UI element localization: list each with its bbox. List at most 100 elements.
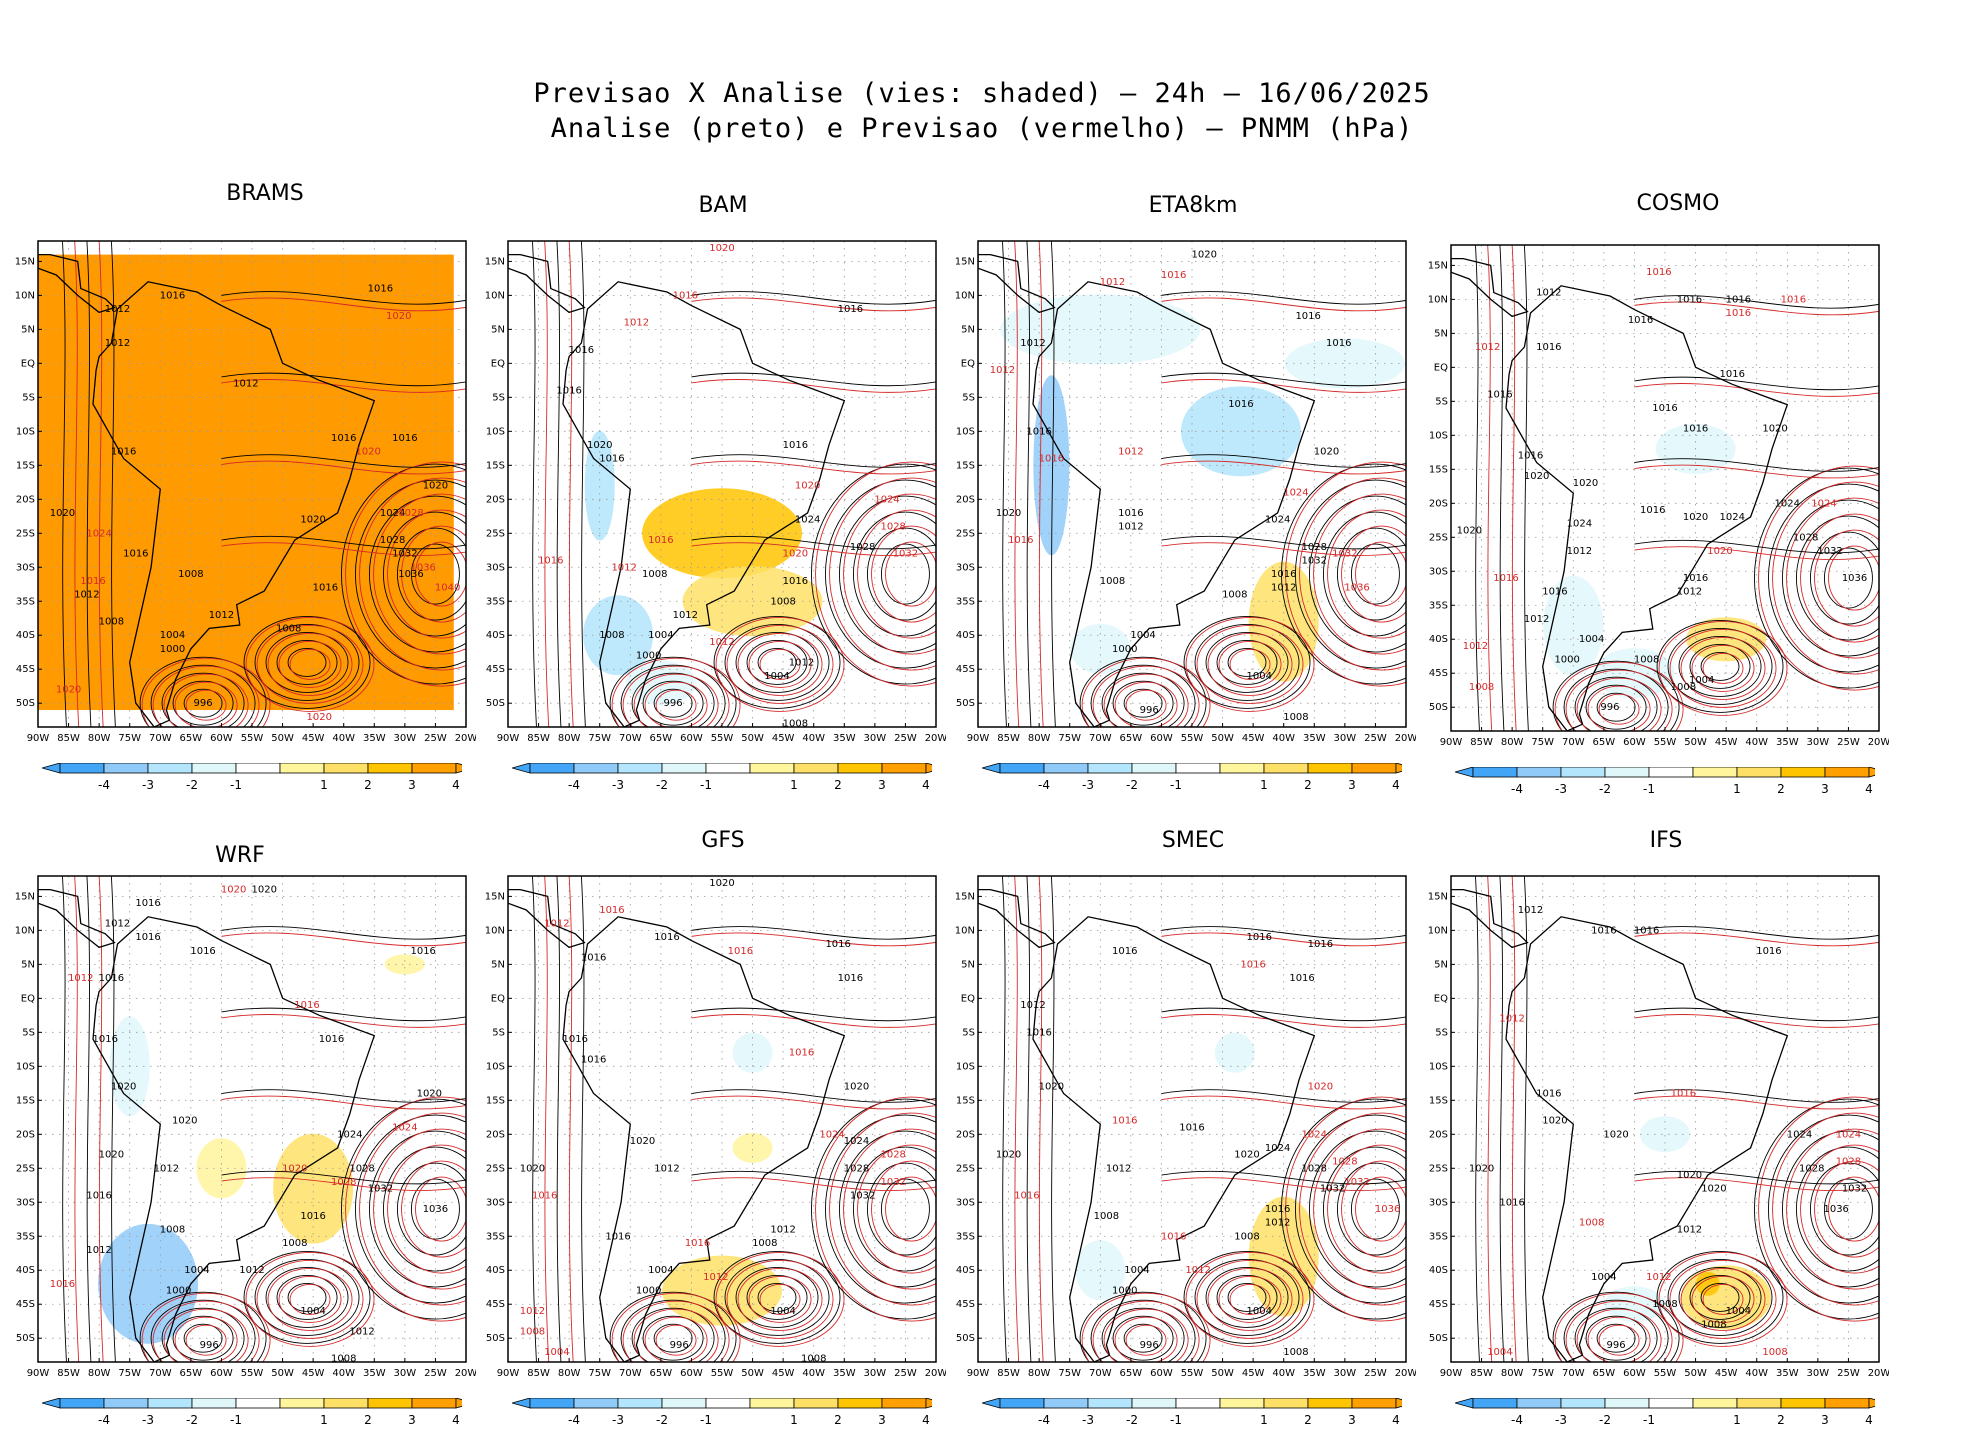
lat-tick-label: 30S xyxy=(486,1197,505,1208)
lat-tick-label: 45S xyxy=(956,1299,975,1310)
isobar-label: 1020 xyxy=(709,878,734,889)
isobar-label: 996 xyxy=(664,698,683,709)
lon-tick-label: 85W xyxy=(997,733,1020,744)
lon-tick-label: 50W xyxy=(1684,737,1707,748)
colorbar-label: -4 xyxy=(1511,1413,1523,1427)
bias-shade-region xyxy=(384,954,425,975)
isobar-label: 1016 xyxy=(300,1211,325,1222)
colorbar-swatch xyxy=(1131,763,1177,774)
lat-tick-label: 10N xyxy=(1428,925,1448,936)
colorbar-swatch xyxy=(705,763,751,774)
lat-tick-label: 50S xyxy=(1429,1333,1448,1344)
isobar-label: 1032 xyxy=(1320,1184,1345,1195)
isobar-label: 1020 xyxy=(630,1136,655,1147)
isobar-label: 1032 xyxy=(850,1190,875,1201)
isobar-label: 1008 xyxy=(1652,1299,1677,1310)
isobar-label: 1016 xyxy=(190,946,215,957)
isobar-label: 1016 xyxy=(1289,973,1314,984)
isobar-label: 1016 xyxy=(569,345,594,356)
isobar-label: 1020 xyxy=(795,481,820,492)
isobar-label: 1012 xyxy=(1463,641,1488,652)
lat-tick-label: 20S xyxy=(486,494,505,505)
lon-tick-label: 65W xyxy=(1120,1368,1143,1379)
isobar-label: 1008 xyxy=(599,630,624,641)
isobar-label: 1036 xyxy=(1375,1204,1400,1215)
bias-shade-region xyxy=(732,1132,773,1163)
central-america-coastline xyxy=(978,888,1056,949)
lon-tick-label: 70W xyxy=(619,1368,642,1379)
lon-tick-label: 30W xyxy=(1807,1368,1830,1379)
lon-tick-label: 75W xyxy=(1531,1368,1554,1379)
colorbar-label: -1 xyxy=(1170,778,1182,792)
colorbar-label: -3 xyxy=(142,1413,154,1427)
lon-tick-label: 35W xyxy=(363,733,386,744)
isobar-label: 1012 xyxy=(789,657,814,668)
colorbar-label: -4 xyxy=(1511,782,1523,796)
isobar-label: 1012 xyxy=(68,973,93,984)
colorbar-label: 2 xyxy=(834,778,842,792)
lon-tick-label: 70W xyxy=(619,733,642,744)
lat-tick-label: 5N xyxy=(491,324,505,335)
colorbar-swatch xyxy=(1307,763,1353,774)
isobar-label: 1032 xyxy=(368,1184,393,1195)
isobar-label: 1004 xyxy=(1689,675,1714,686)
colorbar-label: -1 xyxy=(700,1413,712,1427)
isobar-label: 1016 xyxy=(1726,308,1751,319)
lat-tick-label: 5S xyxy=(962,1027,975,1038)
bias-shade-region xyxy=(1686,617,1767,662)
isobar-label: 1024 xyxy=(819,1129,844,1140)
isobar-label: 1028 xyxy=(1793,532,1818,543)
isobar-label: 1020 xyxy=(1573,478,1598,489)
isobar-label: 1016 xyxy=(1671,1089,1696,1100)
isobar-label: 1016 xyxy=(783,440,808,451)
lon-tick-label: 30W xyxy=(864,733,887,744)
isobar-label: 1016 xyxy=(538,555,563,566)
isobar-label: 1012 xyxy=(1106,1163,1131,1174)
colorbar-swatch xyxy=(323,763,369,774)
lon-tick-label: 40W xyxy=(1745,737,1768,748)
lon-tick-label: 85W xyxy=(527,733,550,744)
isobar-label: 1016 xyxy=(1295,311,1320,322)
lon-tick-label: 70W xyxy=(149,733,172,744)
lat-tick-label: 45S xyxy=(16,664,35,675)
lat-tick-label: 5N xyxy=(21,324,35,335)
lon-tick-label: 60W xyxy=(1150,733,1173,744)
lat-tick-label: 40S xyxy=(1429,634,1448,645)
lon-tick-label: 50W xyxy=(1211,733,1234,744)
lon-tick-label: 35W xyxy=(833,1368,856,1379)
central-america-coastline xyxy=(1451,888,1529,949)
lon-tick-label: 60W xyxy=(1150,1368,1173,1379)
colorbar-swatch xyxy=(999,1398,1045,1409)
lat-tick-label: 10N xyxy=(485,290,505,301)
isobar-label: 1004 xyxy=(544,1347,569,1358)
colorbar-swatch xyxy=(59,1398,105,1409)
colorbar-swatch xyxy=(1307,1398,1353,1409)
colorbar-label: -4 xyxy=(568,1413,580,1427)
isobar-label: 1024 xyxy=(1787,1129,1812,1140)
lon-tick-label: 40W xyxy=(332,733,355,744)
lon-tick-label: 40W xyxy=(1272,733,1295,744)
isobar-label: 1024 xyxy=(1283,487,1308,498)
lat-tick-label: 25S xyxy=(956,528,975,539)
lat-tick-label: 40S xyxy=(1429,1265,1448,1276)
lat-tick-label: 15N xyxy=(1428,891,1448,902)
lon-tick-label: 50W xyxy=(1684,1368,1707,1379)
isobar-label: 1020 xyxy=(996,508,1021,519)
lat-tick-label: 45S xyxy=(1429,668,1448,679)
lat-tick-label: 40S xyxy=(956,630,975,641)
isobar-label: 1016 xyxy=(99,973,124,984)
isobar-label: 1016 xyxy=(1008,535,1033,546)
isobar-label: 1036 xyxy=(1823,1204,1848,1215)
lon-tick-label: 55W xyxy=(1654,1368,1677,1379)
colorbar-label: 1 xyxy=(320,778,328,792)
isobar-label: 1020 xyxy=(709,243,734,254)
isobar-label: 1016 xyxy=(410,946,435,957)
lat-tick-label: 35S xyxy=(956,1231,975,1242)
lon-tick-label: 90W xyxy=(27,733,50,744)
isobar-label: 1032 xyxy=(880,1177,905,1188)
isobar-label: 1004 xyxy=(300,1306,325,1317)
isobar-label: 1024 xyxy=(1567,519,1592,530)
isobar-label: 1004 xyxy=(648,1265,673,1276)
isobar-label: 1016 xyxy=(825,939,850,950)
isobar-label: 1024 xyxy=(380,508,405,519)
